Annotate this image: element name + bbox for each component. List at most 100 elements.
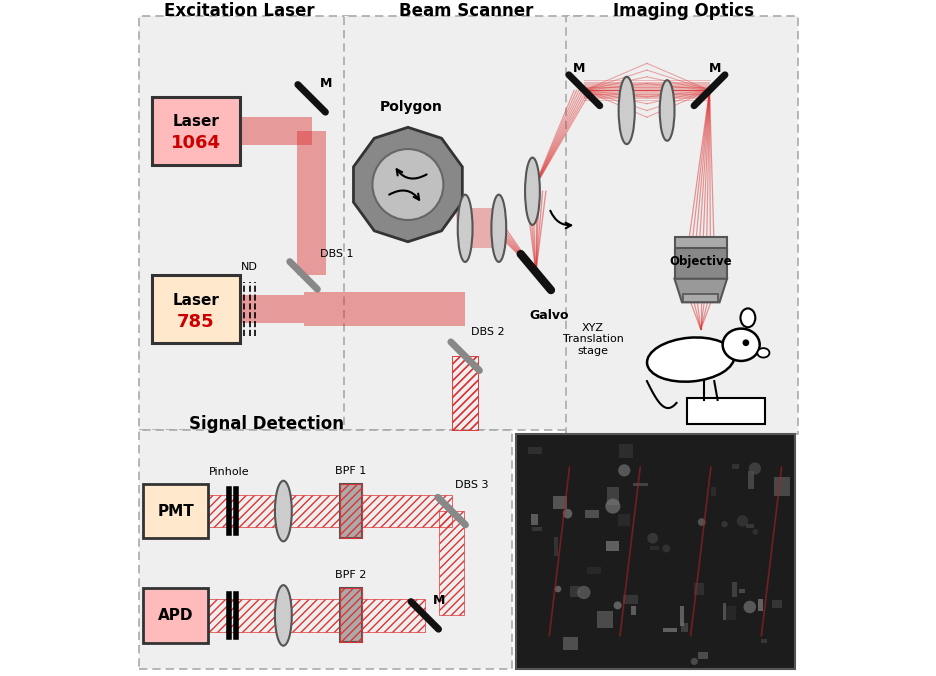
Bar: [650, 546, 659, 550]
Text: APD: APD: [158, 608, 193, 623]
Bar: [553, 496, 566, 509]
Polygon shape: [674, 279, 726, 302]
Bar: [569, 586, 579, 597]
Text: M: M: [572, 62, 584, 75]
Bar: [532, 527, 542, 531]
Bar: [663, 627, 677, 632]
Bar: [680, 623, 688, 633]
FancyBboxPatch shape: [139, 430, 512, 669]
Ellipse shape: [618, 77, 634, 144]
Circle shape: [618, 464, 630, 477]
Ellipse shape: [647, 337, 734, 382]
Ellipse shape: [274, 481, 291, 541]
Bar: [452, 356, 477, 430]
Circle shape: [662, 544, 669, 552]
Circle shape: [736, 515, 748, 527]
FancyBboxPatch shape: [139, 16, 350, 430]
Circle shape: [697, 518, 705, 526]
Bar: [682, 294, 718, 302]
Circle shape: [577, 585, 590, 599]
Ellipse shape: [524, 158, 539, 225]
Circle shape: [563, 509, 572, 518]
FancyBboxPatch shape: [344, 16, 589, 430]
Text: DBS 1: DBS 1: [320, 249, 354, 259]
Bar: [238, 295, 303, 323]
Bar: [452, 356, 477, 430]
Bar: [206, 495, 451, 527]
Text: Excitation Laser: Excitation Laser: [164, 2, 314, 20]
Text: Imaging Optics: Imaging Optics: [613, 2, 753, 20]
Circle shape: [647, 533, 657, 544]
Text: M: M: [320, 77, 332, 90]
Bar: [303, 292, 464, 326]
Bar: [438, 511, 464, 615]
Bar: [697, 652, 708, 659]
Text: ND: ND: [241, 262, 257, 272]
FancyBboxPatch shape: [152, 275, 240, 343]
Text: BPF 2: BPF 2: [335, 571, 366, 581]
Text: Pinhole: Pinhole: [209, 467, 250, 477]
Bar: [238, 116, 312, 145]
Bar: [760, 639, 767, 644]
Text: DBS 3: DBS 3: [455, 479, 488, 489]
Bar: [339, 484, 361, 538]
Text: Polygon: Polygon: [379, 100, 442, 114]
Circle shape: [554, 585, 561, 592]
Bar: [725, 606, 736, 619]
Bar: [731, 582, 736, 597]
Circle shape: [748, 462, 760, 475]
Bar: [586, 567, 600, 574]
Circle shape: [613, 602, 621, 609]
Text: M: M: [433, 594, 446, 607]
Text: BPF 1: BPF 1: [335, 466, 366, 476]
Polygon shape: [353, 127, 461, 242]
Bar: [617, 514, 629, 527]
Ellipse shape: [756, 348, 768, 358]
Text: Beam Scanner: Beam Scanner: [399, 2, 534, 20]
Bar: [597, 611, 613, 628]
Circle shape: [741, 339, 749, 346]
Text: Objective: Objective: [668, 256, 731, 268]
Bar: [527, 447, 542, 454]
Text: PMT: PMT: [157, 504, 194, 518]
Bar: [680, 606, 683, 626]
Text: Signal Detection: Signal Detection: [189, 414, 344, 433]
FancyBboxPatch shape: [565, 16, 797, 433]
Circle shape: [372, 149, 443, 220]
Text: Laser: Laser: [172, 293, 219, 308]
Ellipse shape: [490, 195, 505, 262]
Circle shape: [690, 658, 697, 665]
Bar: [297, 130, 326, 275]
Bar: [771, 600, 781, 608]
Bar: [606, 487, 618, 506]
FancyBboxPatch shape: [143, 588, 208, 643]
Bar: [757, 600, 762, 611]
Bar: [694, 583, 704, 596]
Bar: [773, 477, 789, 496]
Circle shape: [743, 601, 755, 613]
Bar: [674, 237, 726, 252]
Bar: [339, 484, 361, 538]
Bar: [339, 589, 361, 642]
Bar: [206, 599, 424, 631]
FancyBboxPatch shape: [152, 97, 240, 165]
Circle shape: [721, 521, 727, 527]
Text: M: M: [708, 62, 721, 75]
Ellipse shape: [739, 308, 754, 327]
Bar: [731, 464, 739, 470]
Bar: [339, 589, 361, 642]
Bar: [739, 589, 744, 594]
Text: Galvo: Galvo: [529, 309, 568, 322]
Ellipse shape: [722, 329, 759, 361]
Ellipse shape: [458, 195, 472, 262]
FancyBboxPatch shape: [143, 484, 208, 538]
Bar: [584, 510, 598, 518]
Bar: [630, 606, 635, 614]
Text: DBS 2: DBS 2: [470, 327, 504, 337]
Bar: [515, 433, 794, 669]
Bar: [710, 487, 715, 496]
Text: 1064: 1064: [170, 135, 221, 153]
Bar: [530, 514, 537, 525]
Bar: [622, 595, 637, 604]
Bar: [745, 524, 753, 528]
